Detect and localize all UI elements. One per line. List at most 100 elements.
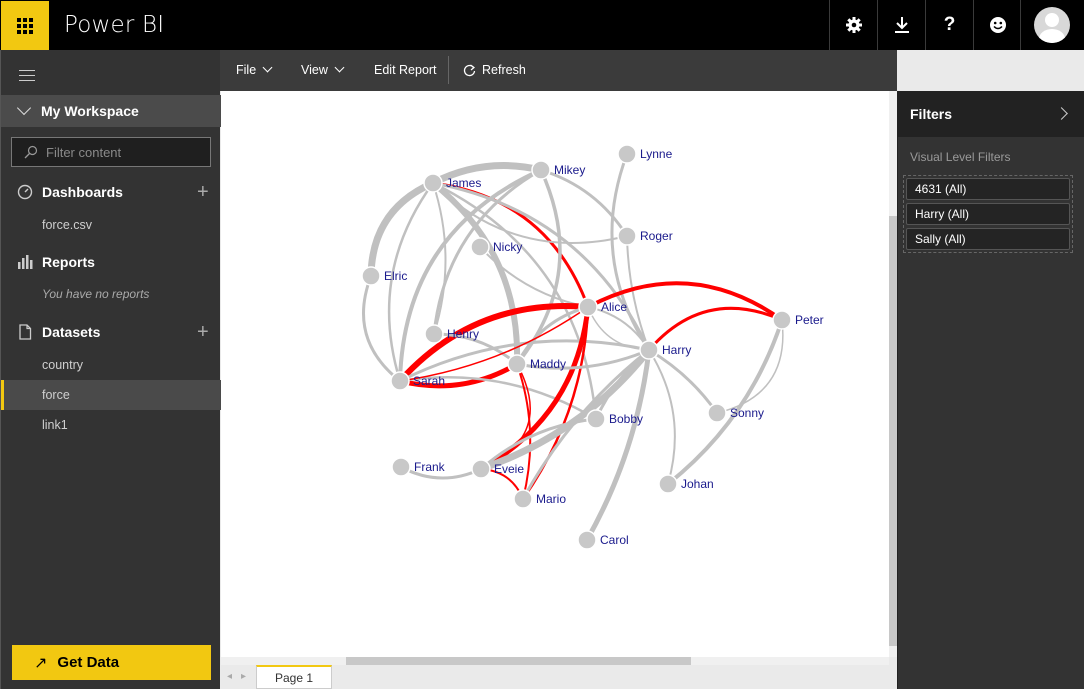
graph-node-frank[interactable]: Frank: [391, 457, 446, 477]
refresh-button[interactable]: Refresh: [463, 63, 526, 77]
graph-node-circle[interactable]: [507, 354, 527, 374]
file-menu-label: File: [236, 63, 257, 77]
graph-node-elric[interactable]: Elric: [361, 266, 407, 286]
vertical-scroll-thumb[interactable]: [889, 216, 897, 646]
graph-node-label: Nicky: [493, 240, 522, 254]
graph-node-label: Roger: [640, 229, 673, 243]
graph-link-mikey-henry: [432, 168, 542, 335]
add-dataset-plus-icon[interactable]: +: [197, 321, 209, 343]
workspace-header[interactable]: My Workspace: [1, 95, 221, 127]
graph-node-henry[interactable]: Henry: [424, 324, 479, 344]
prev-page-icon[interactable]: ◂: [227, 671, 233, 682]
feedback-button[interactable]: [973, 0, 1021, 50]
horizontal-scrollbar[interactable]: [221, 657, 889, 665]
download-icon: [894, 17, 909, 33]
settings-button[interactable]: [829, 0, 877, 50]
hamburger-menu-icon[interactable]: [19, 70, 35, 85]
graph-node-circle[interactable]: [658, 474, 678, 494]
dashboard-item-force-csv[interactable]: force.csv: [42, 218, 93, 232]
graph-node-maddy[interactable]: Maddy: [507, 354, 566, 374]
graph-node-nicky[interactable]: Nicky: [470, 237, 522, 257]
horizontal-scroll-thumb[interactable]: [346, 657, 691, 665]
graph-link-roger-harry: [626, 235, 650, 351]
graph-node-circle[interactable]: [639, 340, 659, 360]
force-directed-graph[interactable]: James Mikey Lynne Nicky Roger Elric Alice Peter…: [221, 91, 889, 657]
graph-node-circle[interactable]: [578, 297, 598, 317]
graph-node-peter[interactable]: Peter: [772, 310, 824, 330]
graph-node-harry[interactable]: Harry: [639, 340, 691, 360]
help-button[interactable]: ?: [925, 0, 973, 50]
graph-link-harry-johan: [648, 349, 676, 485]
graph-node-circle[interactable]: [707, 403, 727, 423]
filter-card-harry[interactable]: Harry (All): [906, 203, 1070, 225]
dataset-item-country[interactable]: country: [42, 358, 83, 372]
settings-icon: [845, 17, 862, 33]
graph-node-circle[interactable]: [772, 310, 792, 330]
top-bar: Power BI ?: [0, 0, 1084, 50]
download-button[interactable]: [877, 0, 925, 50]
page-tabs-bar: ◂ ▸ Page 1: [221, 665, 897, 689]
graph-node-mikey[interactable]: Mikey: [531, 160, 585, 180]
tab-page-1[interactable]: Page 1: [256, 665, 332, 689]
filter-content-field[interactable]: [11, 137, 211, 167]
graph-node-circle[interactable]: [424, 324, 444, 344]
graph-node-circle[interactable]: [617, 144, 637, 164]
dataset-item-link1[interactable]: link1: [42, 418, 68, 432]
graph-node-eveie[interactable]: Eveie: [471, 459, 524, 479]
graph-link-mikey-sarah: [398, 168, 542, 382]
report-canvas: James Mikey Lynne Nicky Roger Elric Alice Peter…: [221, 91, 889, 657]
graph-node-circle[interactable]: [423, 173, 443, 193]
datasets-section[interactable]: Datasets +: [1, 319, 221, 345]
next-page-icon[interactable]: ▸: [241, 671, 247, 682]
graph-node-circle[interactable]: [390, 371, 410, 391]
graph-node-roger[interactable]: Roger: [617, 226, 673, 246]
graph-node-johan[interactable]: Johan: [658, 474, 714, 494]
dataset-item-force[interactable]: force: [1, 380, 221, 410]
graph-node-lynne[interactable]: Lynne: [617, 144, 673, 164]
account-button[interactable]: [1020, 0, 1082, 50]
graph-node-circle[interactable]: [617, 226, 637, 246]
datasets-label: Datasets: [42, 324, 101, 340]
reports-section[interactable]: Reports: [1, 249, 221, 275]
graph-link-james-elric: [367, 179, 435, 277]
vertical-scrollbar[interactable]: [889, 91, 897, 657]
graph-node-label: Carol: [600, 533, 629, 547]
chevron-down-icon: [262, 62, 273, 73]
dashboard-gauge-icon: [17, 184, 33, 200]
graph-node-alice[interactable]: Alice: [578, 297, 627, 317]
dashboards-section[interactable]: Dashboards +: [1, 179, 221, 205]
get-data-button[interactable]: ↗ Get Data: [12, 645, 211, 680]
smiley-icon: [989, 17, 1006, 33]
filters-pane: Filters Visual Level Filters 4631 (All) …: [897, 91, 1084, 689]
graph-node-circle[interactable]: [470, 237, 490, 257]
filter-card-4631[interactable]: 4631 (All): [906, 178, 1070, 200]
graph-node-carol[interactable]: Carol: [577, 530, 629, 550]
collapse-chevron-right-icon[interactable]: [1055, 107, 1068, 120]
graph-node-sonny[interactable]: Sonny: [707, 403, 764, 423]
graph-link-sarah-bobby: [399, 376, 597, 421]
edit-report-button[interactable]: Edit Report: [374, 63, 437, 77]
report-toolbar: File View Edit Report Refresh: [220, 50, 897, 91]
graph-node-circle[interactable]: [361, 266, 381, 286]
file-menu[interactable]: File: [236, 62, 273, 77]
add-dashboard-plus-icon[interactable]: +: [197, 181, 209, 203]
graph-node-bobby[interactable]: Bobby: [586, 409, 643, 429]
graph-node-circle[interactable]: [577, 530, 597, 550]
graph-node-circle[interactable]: [391, 457, 411, 477]
graph-node-circle[interactable]: [471, 459, 491, 479]
filter-card-sally[interactable]: Sally (All): [906, 228, 1070, 250]
filter-content-input[interactable]: [46, 144, 206, 160]
app-title: Power BI: [64, 12, 165, 38]
view-menu[interactable]: View: [301, 62, 345, 77]
graph-node-circle[interactable]: [513, 489, 533, 509]
graph-link-james-roger: [432, 182, 628, 244]
graph-node-sarah[interactable]: Sarah: [390, 371, 445, 391]
reports-label: Reports: [42, 254, 95, 270]
graph-node-mario[interactable]: Mario: [513, 489, 566, 509]
graph-node-circle[interactable]: [586, 409, 606, 429]
graph-link-lynne-harry: [610, 153, 651, 351]
graph-node-james[interactable]: James: [423, 173, 481, 193]
app-launcher-waffle-icon[interactable]: [1, 1, 49, 50]
workspace-label: My Workspace: [41, 103, 139, 119]
graph-node-circle[interactable]: [531, 160, 551, 180]
